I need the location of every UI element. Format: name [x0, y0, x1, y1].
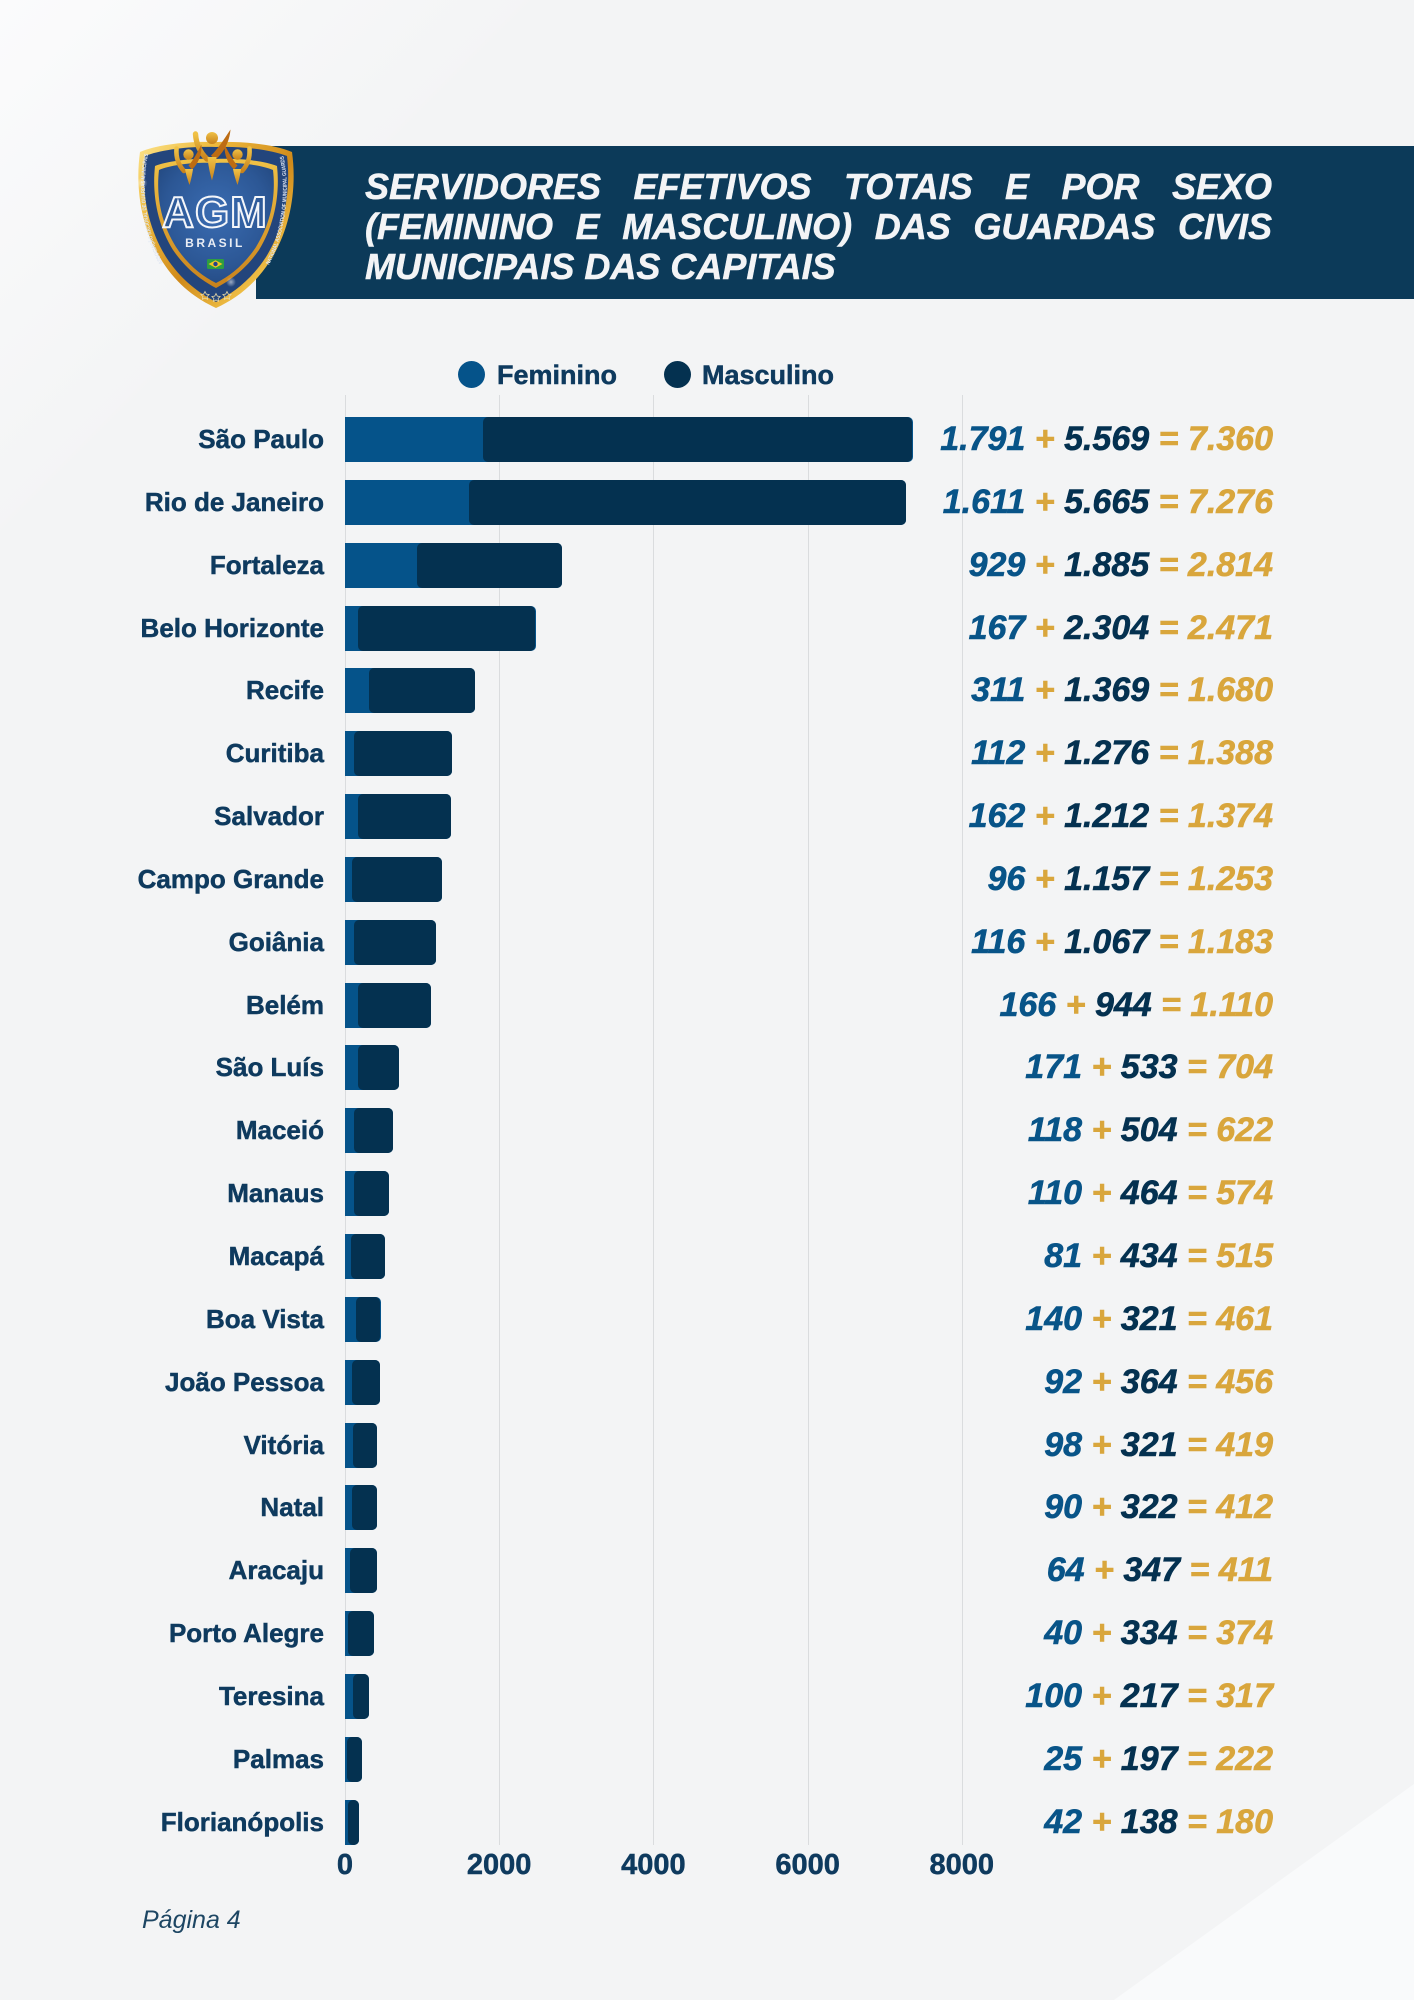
svg-text:BRASIL: BRASIL: [185, 236, 245, 250]
svg-text:AGM: AGM: [162, 188, 268, 237]
